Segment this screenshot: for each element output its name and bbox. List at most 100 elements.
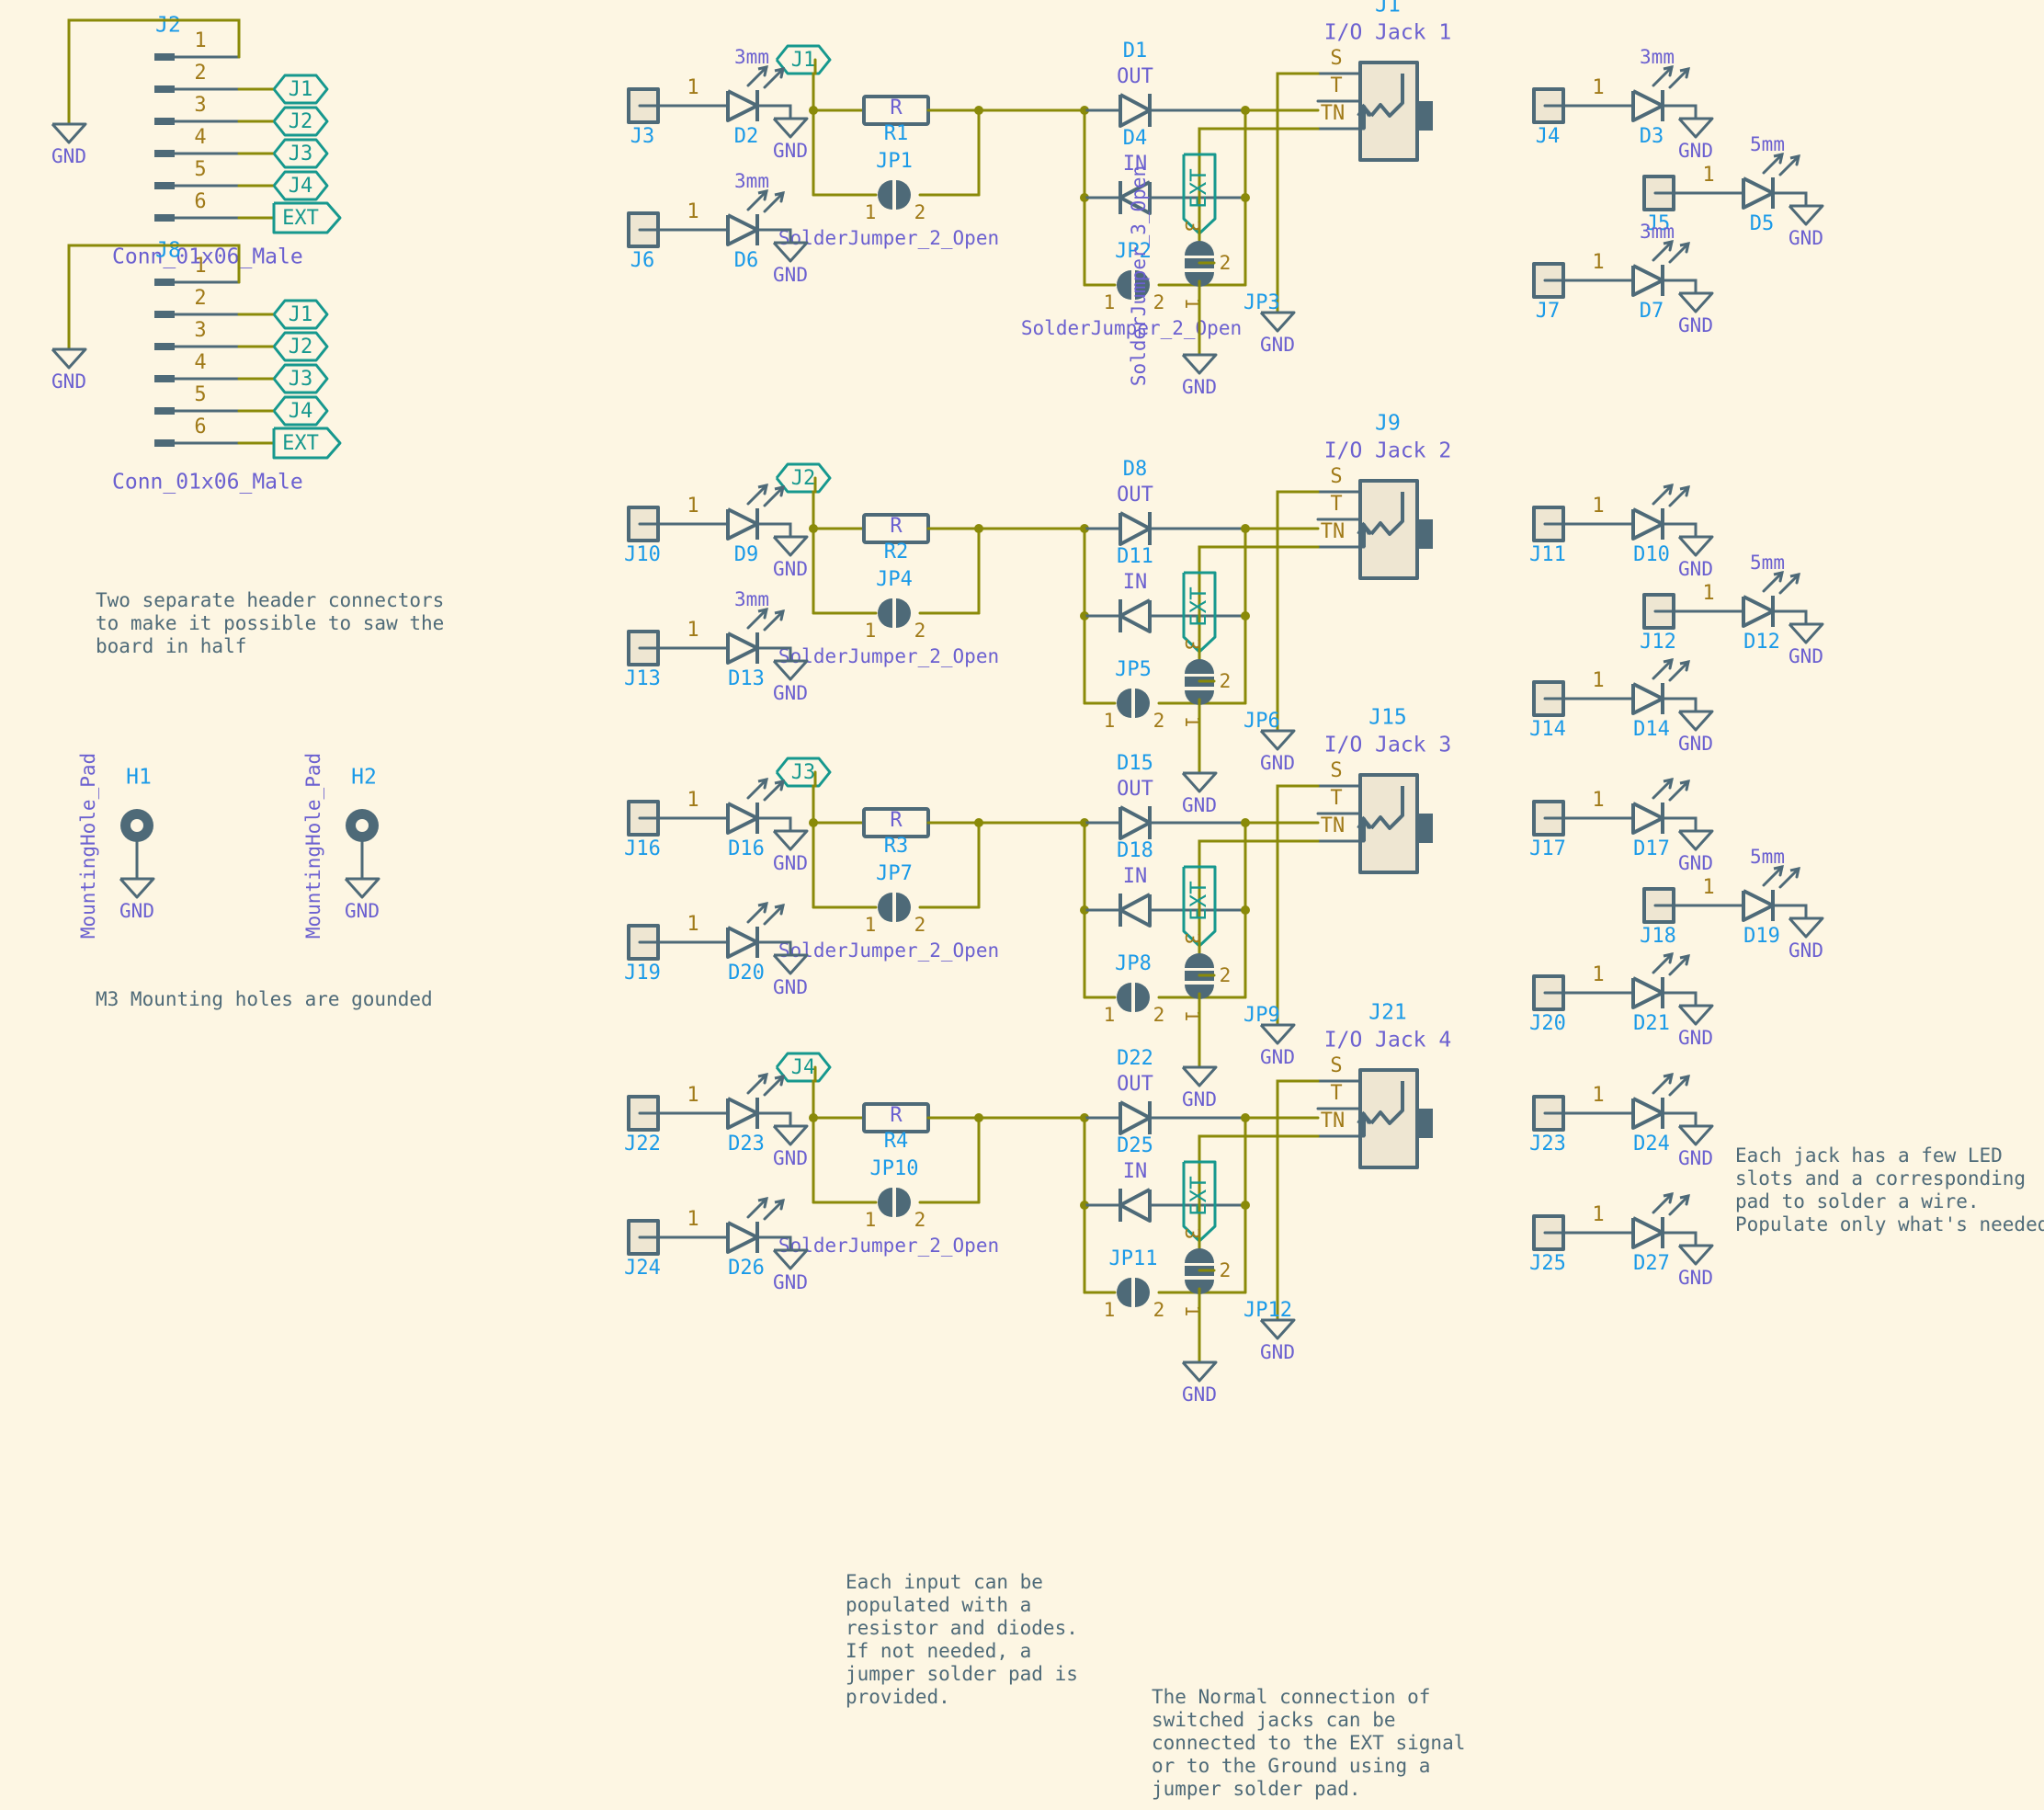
mounting-hole-H1[interactable]: H1 MountingHole_Pad GND bbox=[77, 753, 155, 939]
global-label-J4[interactable]: J4 bbox=[775, 1052, 832, 1083]
solder-pad-J23[interactable]: J23 bbox=[1529, 1095, 1566, 1155]
diode-D11[interactable]: D11 IN bbox=[1117, 545, 1153, 633]
global-label-J3[interactable]: J3 bbox=[272, 138, 329, 169]
diode-D18[interactable]: D18 IN bbox=[1117, 839, 1153, 928]
solder-pad-J10[interactable]: J10 bbox=[624, 506, 661, 566]
resistor-R4[interactable]: R R4 bbox=[862, 1102, 930, 1153]
resistor-R3[interactable]: R R3 bbox=[862, 807, 930, 858]
solder-pad-J25[interactable]: J25 bbox=[1529, 1214, 1566, 1275]
led-D23[interactable]: D23 bbox=[726, 1073, 785, 1155]
global-label-J2[interactable]: J2 bbox=[272, 331, 329, 362]
wire-jack-tn[interactable] bbox=[1198, 127, 1320, 250]
wire-jack-s-gnd[interactable] bbox=[1276, 784, 1320, 1027]
solder-jumper-JP2[interactable]: 1 2 JP2 bbox=[1104, 240, 1165, 313]
global-label-EXT[interactable]: EXT bbox=[272, 201, 342, 234]
led-circuit-D13[interactable]: J13 1 3mm D13 GND bbox=[624, 588, 809, 704]
solder-jumper-JP8[interactable]: 1 2 JP8 bbox=[1104, 952, 1165, 1026]
led-circuit-D16[interactable]: J16 1 D16 GND bbox=[624, 778, 809, 874]
led-circuit-D24[interactable]: J23 1 D24 GND bbox=[1529, 1073, 1714, 1169]
jack-J1[interactable]: ST TN J1 I/O Jack 1 bbox=[1316, 0, 1451, 162]
solder-jumper-JP10[interactable]: 1 2 JP10 bbox=[865, 1157, 926, 1231]
led-circuit-D14[interactable]: J14 1 D14 GND bbox=[1529, 658, 1714, 755]
jack-J9[interactable]: ST TN J9 I/O Jack 2 bbox=[1316, 412, 1451, 580]
global-label-J1[interactable]: J1 bbox=[272, 74, 329, 105]
led-D20[interactable]: D20 bbox=[726, 902, 785, 985]
jack-J15[interactable]: ST TN J15 I/O Jack 3 bbox=[1316, 706, 1451, 874]
solder-jumper-JP1[interactable]: 1 2 JP1 bbox=[865, 150, 926, 223]
solder-pad-J7[interactable]: J7 bbox=[1532, 262, 1565, 323]
global-label-EXT[interactable]: EXT bbox=[1182, 1160, 1217, 1243]
solder-pad-J14[interactable]: J14 bbox=[1529, 680, 1566, 741]
led-circuit-D19[interactable]: J18 1 5mm D19 GND bbox=[1640, 846, 1824, 962]
solder-pad-J13[interactable]: J13 bbox=[624, 630, 661, 690]
led-circuit-D6[interactable]: J6 1 3mm D6 GND bbox=[627, 170, 809, 286]
led-circuit-D2[interactable]: J3 1 3mm D2 GND bbox=[627, 46, 809, 162]
led-D16[interactable]: D16 bbox=[726, 778, 785, 860]
diode-D4[interactable]: D4 IN bbox=[1119, 127, 1152, 215]
solder-jumper-JP5[interactable]: 1 2 JP5 bbox=[1104, 658, 1165, 732]
solder-jumper-JP7[interactable]: 1 2 JP7 bbox=[865, 862, 926, 936]
solder-pad-J17[interactable]: J17 bbox=[1529, 800, 1566, 860]
header-connector-J2[interactable]: J2 1 2 3 4 5 6 GND J1 J2 J3 J4 EXT Conn_01x06_Male bbox=[51, 14, 342, 269]
wire-jack-tn[interactable] bbox=[1198, 1134, 1320, 1258]
led-circuit-D17[interactable]: J17 1 D17 GND bbox=[1529, 778, 1714, 874]
wire-input[interactable] bbox=[812, 58, 817, 112]
global-label-J3[interactable]: J3 bbox=[272, 363, 329, 394]
led-circuit-D26[interactable]: J24 1 D26 GND bbox=[624, 1197, 809, 1293]
solder-jumper-JP9[interactable]: 3 2 1 JP9 bbox=[1181, 933, 1280, 1027]
led-D9[interactable]: D9 bbox=[726, 484, 785, 566]
global-label-J2[interactable]: J2 bbox=[272, 106, 329, 137]
solder-pad-J24[interactable]: J24 bbox=[624, 1219, 661, 1280]
solder-pad-J3[interactable]: J3 bbox=[627, 87, 660, 148]
solder-jumper-JP4[interactable]: 1 2 JP4 bbox=[865, 568, 926, 642]
led-circuit-D7[interactable]: J7 1 3mm D7 GND bbox=[1532, 221, 1714, 336]
diode-D22[interactable]: D22 OUT bbox=[1117, 1047, 1153, 1135]
wire-input[interactable] bbox=[812, 770, 817, 825]
global-label-J3[interactable]: J3 bbox=[775, 757, 832, 788]
led-D26[interactable]: D26 bbox=[726, 1197, 785, 1280]
solder-pad-J20[interactable]: J20 bbox=[1529, 974, 1566, 1035]
led-D3[interactable]: 3mm D3 bbox=[1631, 46, 1690, 148]
wire-jack-s-gnd[interactable] bbox=[1276, 1079, 1320, 1322]
diode-D15[interactable]: D15 OUT bbox=[1117, 752, 1153, 840]
led-circuit-D27[interactable]: J25 1 D27 GND bbox=[1529, 1192, 1714, 1289]
global-label-EXT[interactable]: EXT bbox=[1182, 865, 1217, 948]
solder-pad-J11[interactable]: J11 bbox=[1529, 506, 1566, 566]
solder-jumper-JP6[interactable]: 3 2 1 JP6 bbox=[1181, 639, 1280, 733]
led-D24[interactable]: D24 bbox=[1631, 1073, 1690, 1155]
led-D14[interactable]: D14 bbox=[1631, 658, 1690, 741]
diode-D8[interactable]: D8 OUT bbox=[1117, 458, 1153, 546]
solder-pad-J22[interactable]: J22 bbox=[624, 1095, 661, 1155]
wire-jack-s-gnd[interactable] bbox=[1276, 72, 1320, 314]
global-label-EXT[interactable]: EXT bbox=[1182, 571, 1217, 654]
wire-jack-tn[interactable] bbox=[1198, 839, 1320, 962]
solder-pad-J12[interactable]: J12 bbox=[1640, 593, 1676, 654]
wire-header-gnd[interactable] bbox=[67, 244, 241, 351]
global-label-J1[interactable]: J1 bbox=[775, 44, 832, 75]
led-D10[interactable]: D10 bbox=[1631, 484, 1690, 566]
wire-jack-s-gnd[interactable] bbox=[1276, 490, 1320, 733]
led-D17[interactable]: D17 bbox=[1631, 778, 1690, 860]
solder-pad-J19[interactable]: J19 bbox=[624, 924, 661, 985]
global-label-EXT[interactable]: EXT bbox=[1182, 153, 1217, 235]
wire-jack-tn[interactable] bbox=[1198, 545, 1320, 668]
wire-input[interactable] bbox=[812, 1065, 817, 1120]
wire-header-gnd[interactable] bbox=[67, 18, 241, 126]
solder-pad-J6[interactable]: J6 bbox=[627, 211, 660, 272]
global-label-J4[interactable]: J4 bbox=[272, 170, 329, 201]
global-label-J1[interactable]: J1 bbox=[272, 299, 329, 330]
mounting-hole-H2[interactable]: H2 MountingHole_Pad GND bbox=[302, 753, 380, 939]
led-circuit-D12[interactable]: J12 1 5mm D12 GND bbox=[1640, 552, 1824, 667]
led-circuit-D5[interactable]: J5 1 5mm D5 GND bbox=[1642, 133, 1824, 249]
solder-jumper-JP3[interactable]: 3 2 1 JP3 bbox=[1181, 221, 1280, 314]
global-label-EXT[interactable]: EXT bbox=[272, 427, 342, 460]
led-D2[interactable]: 3mm D2 bbox=[726, 46, 785, 148]
solder-pad-J16[interactable]: J16 bbox=[624, 800, 661, 860]
wire-input[interactable] bbox=[812, 476, 817, 530]
led-circuit-D23[interactable]: J22 1 D23 GND bbox=[624, 1073, 809, 1169]
led-D27[interactable]: D27 bbox=[1631, 1192, 1690, 1275]
led-circuit-D20[interactable]: J19 1 D20 GND bbox=[624, 902, 809, 998]
jack-J21[interactable]: ST TN J21 I/O Jack 4 bbox=[1316, 1001, 1451, 1169]
